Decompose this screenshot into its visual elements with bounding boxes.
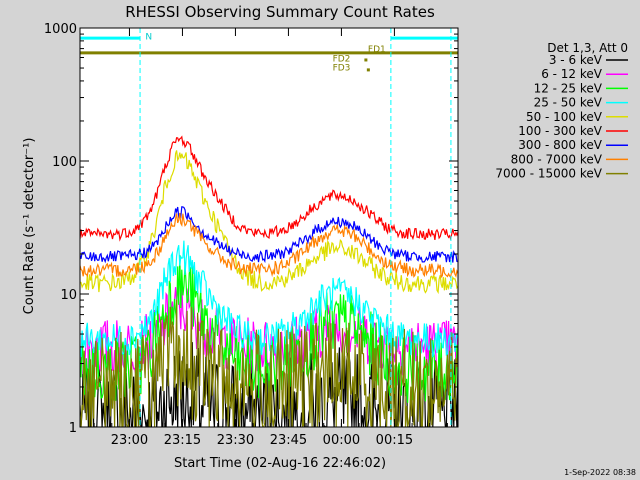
fd3-marker: [366, 68, 370, 72]
series-line-5: [80, 150, 458, 295]
y-tick-label-3: 100: [52, 155, 77, 170]
legend-label-8: 800 - 7000 keV: [511, 152, 603, 166]
plot-frame: [79, 27, 459, 428]
x-axis-label: Start Time (02-Aug-16 22:46:02): [174, 456, 386, 471]
annotation-1: N: [145, 32, 152, 42]
fd2-marker: [364, 58, 368, 62]
annotation-2: FD1: [368, 45, 386, 55]
legend-label-1: 3 - 6 keV: [549, 53, 603, 67]
chart-title: RHESSI Observing Summary Count Rates: [125, 3, 435, 21]
legend-label-7: 300 - 800 keV: [518, 138, 602, 152]
y-axis-label: Count Rate (s⁻¹ detector⁻¹): [22, 138, 37, 315]
y-tick-label-1: 1: [69, 421, 77, 436]
x-tick-label-4: 23:45: [270, 433, 307, 448]
annotation-3: FD2: [333, 54, 351, 64]
legend-label-3: 12 - 25 keV: [534, 81, 603, 95]
axes: 23:00 23:15 23:30 23:45 00:00 00:15 1 10 100 1000: [44, 22, 459, 448]
legend-label-9: 7000 - 15000 keV: [495, 167, 602, 181]
series-line-7: [80, 206, 458, 264]
y-tick-label-2: 10: [60, 288, 77, 303]
series-line-8: [80, 212, 458, 279]
x-tick-label-3: 23:30: [217, 433, 254, 448]
x-tick-label-6: 00:15: [376, 433, 413, 448]
legend-title: Det 1,3, Att 0: [547, 41, 628, 55]
x-tick-label-2: 23:15: [164, 433, 201, 448]
series-line-2: [80, 284, 458, 376]
legend-label-4: 25 - 50 keV: [534, 96, 603, 110]
legend-label-5: 50 - 100 keV: [526, 110, 603, 124]
y-tick-label-4: 1000: [44, 22, 77, 37]
legend-label-6: 100 - 300 keV: [518, 124, 602, 138]
series-line-4: [80, 240, 458, 358]
x-tick-label-1: 23:00: [111, 433, 148, 448]
x-tick-label-5: 00:00: [323, 433, 360, 448]
data-layer: [80, 28, 458, 427]
timestamp: 1-Sep-2022 08:38: [564, 468, 636, 477]
series-line-6: [80, 135, 458, 242]
annotation-4: FD3: [333, 63, 351, 73]
legend-label-2: 6 - 12 keV: [541, 67, 603, 81]
series-line-9: [80, 299, 458, 427]
